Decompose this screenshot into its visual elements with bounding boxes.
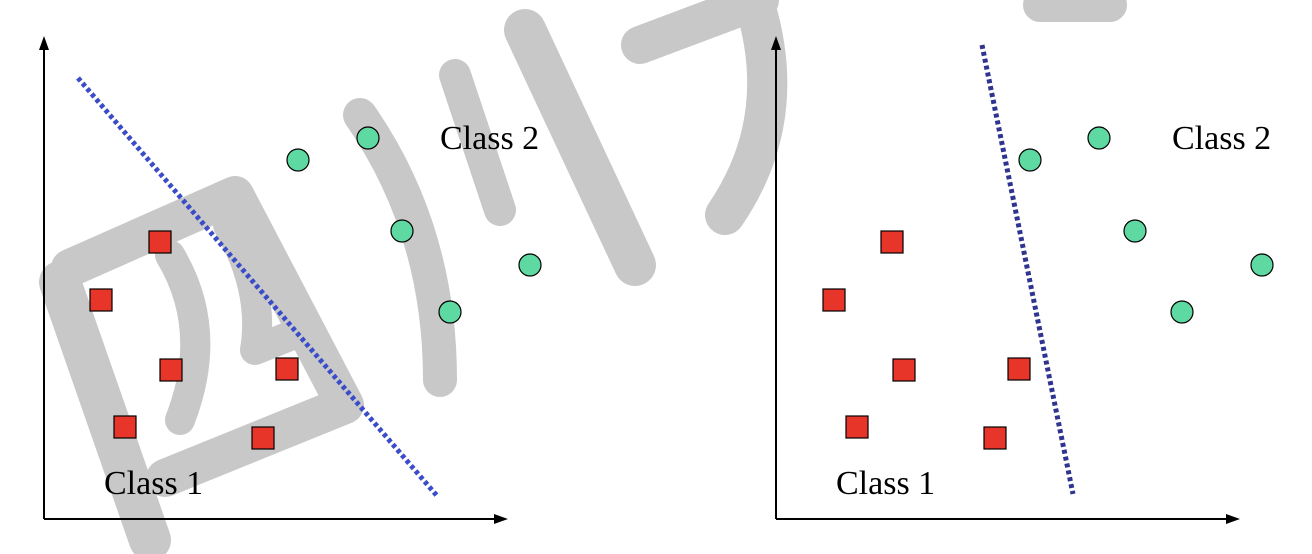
left-x-axis-arrow: [494, 514, 508, 524]
data-points: [89, 126, 1274, 450]
right-class1-point: [983, 426, 1007, 450]
right-separator-line: [979, 44, 1076, 495]
right-class1-point: [1007, 357, 1031, 381]
right-class2-point: [1123, 219, 1147, 243]
separators: [76, 44, 1076, 499]
watermark-stroke: [343, 98, 457, 397]
watermark-stroke: [705, 0, 788, 235]
left-class2-point: [356, 126, 380, 150]
left-class1-point: [148, 230, 172, 254]
watermark-stroke: [155, 240, 211, 435]
watermark: [39, 0, 1127, 554]
right-class1-point: [845, 415, 869, 439]
watermark-stroke: [213, 210, 320, 365]
watermark-stroke: [439, 59, 516, 226]
left-class2-point: [390, 219, 414, 243]
left-class1-label: Class 1: [104, 465, 203, 502]
right-class2-point: [1087, 126, 1111, 150]
left-separator-line: [76, 76, 440, 499]
left-class2-label: Class 2: [440, 120, 539, 157]
left-class1-point: [113, 415, 137, 439]
right-y-axis-arrow: [771, 36, 781, 50]
right-class1-point: [892, 358, 916, 382]
right-class1-point: [880, 230, 904, 254]
right-x-axis-arrow: [1226, 514, 1240, 524]
right-class2-label: Class 2: [1172, 120, 1271, 157]
left-class2-point: [438, 300, 462, 324]
right-class1-label: Class 1: [836, 465, 935, 502]
left-class1-point: [89, 288, 113, 312]
left-class2-point: [286, 148, 310, 172]
axes: [39, 36, 1240, 524]
left-class1-point: [159, 358, 183, 382]
left-class1-point: [251, 426, 275, 450]
watermark-stroke: [39, 261, 171, 554]
right-class2-point: [1250, 253, 1274, 277]
watermark-stroke: [504, 9, 656, 286]
right-class2-point: [1170, 300, 1194, 324]
left-class2-point: [518, 253, 542, 277]
right-class2-point: [1018, 148, 1042, 172]
right-class1-point: [822, 288, 846, 312]
left-class1-point: [275, 357, 299, 381]
left-y-axis-arrow: [39, 36, 49, 50]
